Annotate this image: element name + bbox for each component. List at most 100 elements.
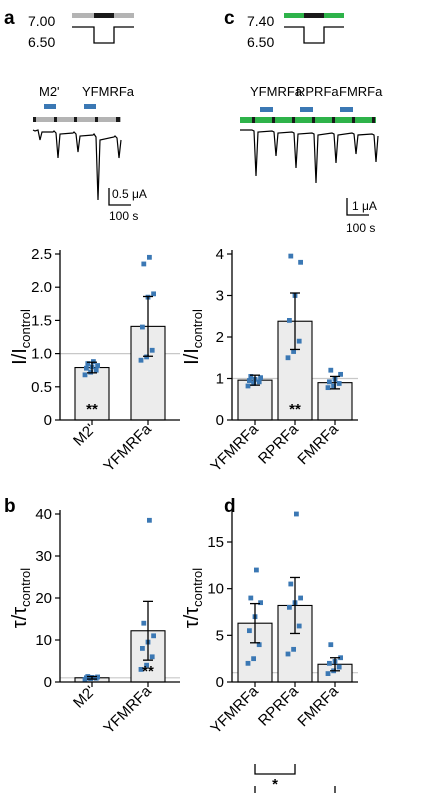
- ph-high-label-c: 7.40: [247, 13, 274, 29]
- point-a-1-3: [140, 324, 145, 330]
- point-a-1-2: [149, 347, 155, 353]
- point-d-1-7: [294, 511, 299, 517]
- y-tick-label-a-2: 1.0: [31, 346, 52, 363]
- y-tick-label-b-1: 10: [35, 632, 52, 649]
- drug-label-yfmrfa-a: YFMRFa: [82, 84, 135, 99]
- point-d-0-0: [245, 660, 251, 666]
- y-axis-label-main-b: τ/τ: [9, 607, 31, 628]
- x-tick-label-c-2: FMRFa: [294, 420, 342, 468]
- point-c-1-0: [285, 355, 291, 361]
- scale-current-a: 0.5 μA: [112, 187, 147, 201]
- panel-letter-a: a: [4, 8, 15, 29]
- y-tick-label-a-1: 0.5: [31, 379, 52, 396]
- point-d-1-3: [287, 604, 292, 610]
- point-c-0-6: [248, 374, 254, 379]
- ph-low-label-a: 6.50: [28, 34, 55, 50]
- ph-step-a: [72, 26, 134, 44]
- point-d-0-7: [254, 567, 259, 573]
- point-c-2-3: [327, 379, 332, 385]
- ph-gray-bar-a2: [114, 13, 134, 18]
- scale-time-c: 100 s: [346, 221, 375, 235]
- y-tick-label-b-4: 40: [35, 506, 52, 523]
- chart-a: 0 0.5 1.0 1.5 2.0 2.5 M2' YFMRFa I/Icontrol **: [9, 246, 180, 475]
- panel-letter-d: d: [224, 496, 236, 517]
- y-tick-label-a-3: 1.5: [31, 312, 52, 329]
- y-axis-label-a: I/Icontrol: [9, 309, 33, 365]
- y-axis-label-b: τ/τcontrol: [9, 568, 33, 628]
- y-tick-label-d-0: 0: [216, 674, 224, 691]
- significance-c-0: **: [289, 401, 301, 418]
- ph-protocol-bar-c: [240, 117, 376, 123]
- point-c-2-2: [336, 381, 342, 386]
- drug-label-fmrfa-c: FMRFa: [339, 84, 383, 99]
- bracket-d-1: [254, 786, 336, 793]
- panel-letter-b: b: [4, 496, 16, 517]
- ph-black-bar-c: [304, 13, 324, 18]
- y-axis-label-sub-c: control: [190, 309, 205, 348]
- drug-bar-m2-a: [44, 104, 56, 109]
- point-a-1-0: [138, 357, 144, 363]
- point-a-1-1: [144, 354, 149, 360]
- x-tick-label-b-1: YFMRFa: [100, 682, 155, 737]
- point-d-2-2: [336, 664, 342, 670]
- point-d-1-2: [296, 623, 302, 629]
- scale-bar-a: [108, 188, 131, 206]
- point-c-0-3: [247, 378, 252, 383]
- point-a-0-5: [95, 363, 100, 368]
- point-d-2-0: [325, 671, 331, 676]
- point-c-0-5: [258, 375, 263, 381]
- point-b-1-3: [140, 646, 145, 651]
- y-tick-label-b-0: 0: [44, 674, 52, 691]
- point-c-1-2: [296, 338, 302, 344]
- protocol-c: 7.40 6.50 YFMRFa RPRFa FMRFa 1 μA 100 s: [240, 13, 383, 235]
- x-tick-label-b-0: M2': [70, 683, 99, 712]
- drug-bar-yfmrfa-a: [84, 104, 96, 109]
- ph-green-bar-c2: [324, 13, 344, 18]
- scale-time-a: 100 s: [109, 209, 138, 223]
- y-tick-label-b-3: 30: [35, 548, 52, 565]
- significance-a-0: **: [86, 401, 98, 418]
- y-axis-label-main-d: τ/τ: [181, 607, 203, 628]
- y-tick-label-b-2: 20: [35, 590, 52, 607]
- y-tick-label-d-2: 10: [207, 581, 224, 598]
- y-tick-label-a-4: 2.0: [31, 279, 52, 296]
- point-a-0-2: [93, 367, 99, 373]
- point-d-0-3: [247, 628, 252, 634]
- point-a-1-5: [151, 291, 156, 297]
- point-c-2-5: [338, 371, 343, 377]
- point-d-1-5: [298, 595, 303, 601]
- y-tick-label-c-0: 0: [216, 412, 224, 429]
- y-tick-label-c-1: 1: [216, 371, 224, 388]
- significance-b-0: **: [142, 663, 154, 680]
- point-a-0-3: [84, 365, 89, 371]
- drug-label-rprfa-c: RPRFa: [296, 84, 339, 99]
- y-axis-label-sub-b: control: [18, 568, 33, 607]
- point-d-1-1: [291, 646, 296, 652]
- point-c-0-2: [256, 379, 262, 385]
- point-c-2-1: [331, 383, 336, 389]
- point-a-0-6: [85, 361, 91, 366]
- point-b-1-7: [147, 517, 152, 523]
- point-a-0-0: [82, 372, 88, 378]
- point-a-0-1: [88, 369, 93, 375]
- ph-high-label-a: 7.00: [28, 13, 55, 29]
- point-b-1-1: [144, 662, 149, 668]
- point-a-1-6: [141, 261, 147, 267]
- point-d-0-2: [256, 642, 262, 648]
- protocol-a: 7.00 6.50 M2' YFMRFa 0.5 μA 100 s: [28, 13, 147, 223]
- point-d-0-1: [251, 656, 256, 662]
- panel-letter-c: c: [224, 8, 235, 29]
- chart-b: 0 10 20 30 40 M2' YFMRFa τ/τcontrol **: [9, 506, 180, 737]
- drug-bar-yfmrfa-c: [260, 107, 273, 112]
- point-c-2-6: [328, 367, 334, 373]
- point-b-1-6: [141, 620, 147, 626]
- point-d-0-6: [248, 595, 254, 601]
- x-tick-label-d-2: FMRFa: [294, 682, 342, 730]
- x-tick-label-d-1: RPRFa: [255, 682, 302, 729]
- y-axis-label-sub-a: control: [18, 309, 33, 348]
- drug-bar-rprfa-c: [300, 107, 313, 112]
- drug-label-yfmrfa-c: YFMRFa: [250, 84, 303, 99]
- current-trace-a: [32, 129, 122, 201]
